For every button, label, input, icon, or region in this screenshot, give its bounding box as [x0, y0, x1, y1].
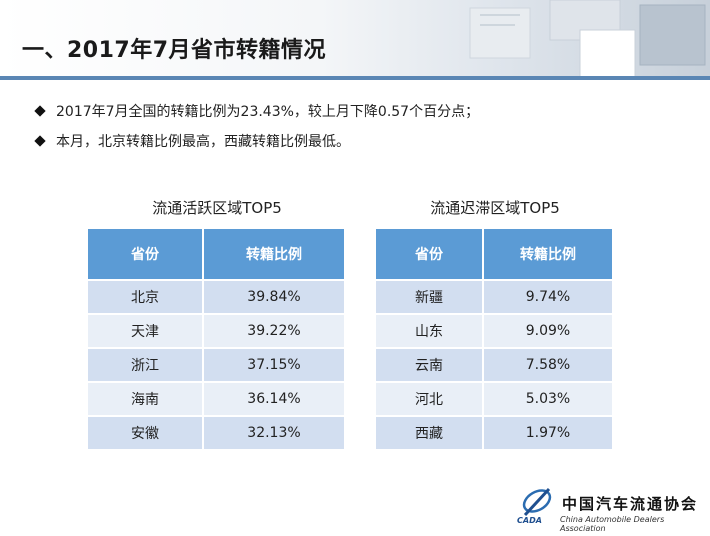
bullet-item: 2017年7月全国的转籍比例为23.43%，较上月下降0.57个百分点；	[34, 96, 480, 126]
ratio-cell: 1.97%	[483, 415, 614, 449]
stagnant-table-title: 流通迟滞区域TOP5	[430, 199, 560, 217]
table-header-row: 省份 转籍比例	[376, 229, 614, 280]
column-header-province: 省份	[376, 229, 484, 280]
table-row: 云南 7.58%	[376, 347, 614, 382]
table-row: 天津 39.22%	[88, 313, 346, 348]
ratio-cell: 36.14%	[203, 381, 346, 416]
decorative-cubes-image	[469, 0, 706, 78]
ratio-cell: 39.84%	[203, 279, 346, 314]
province-cell: 北京	[88, 279, 204, 314]
ratio-cell: 39.22%	[203, 313, 346, 348]
ratio-cell: 32.13%	[203, 415, 346, 449]
cada-logo-icon: CADA	[517, 487, 552, 525]
header-accent-bar	[0, 76, 710, 80]
ratio-cell: 7.58%	[483, 347, 614, 382]
province-cell: 云南	[376, 347, 484, 382]
logo-text: CADA	[517, 516, 542, 525]
stagnant-region-table: 省份 转籍比例 新疆 9.74% 山东 9.09% 云南 7.58% 河北 5.…	[376, 229, 614, 449]
ratio-cell: 9.09%	[483, 313, 614, 348]
table-header-row: 省份 转籍比例	[88, 229, 346, 280]
slide-header: 一、2017年7月省市转籍情况	[0, 0, 710, 78]
province-cell: 新疆	[376, 279, 484, 314]
province-cell: 浙江	[88, 347, 204, 382]
org-name-english: China Automobile Dealers Association	[560, 515, 665, 533]
page-title: 一、2017年7月省市转籍情况	[22, 38, 327, 63]
table-row: 海南 36.14%	[88, 381, 346, 416]
table-row: 新疆 9.74%	[376, 279, 614, 314]
bullet-text: 2017年7月全国的转籍比例为23.43%，较上月下降0.57个百分点；	[56, 104, 480, 120]
province-cell: 海南	[88, 381, 204, 416]
table-row: 浙江 37.15%	[88, 347, 346, 382]
table-row: 安徽 32.13%	[88, 415, 346, 449]
province-cell: 安徽	[88, 415, 204, 449]
table-row: 北京 39.84%	[88, 279, 346, 314]
org-name: 中国汽车流通协会	[562, 495, 699, 513]
bullet-list: 2017年7月全国的转籍比例为23.43%，较上月下降0.57个百分点； 本月，…	[34, 96, 480, 156]
diamond-bullet-icon	[34, 135, 46, 147]
column-header-province: 省份	[88, 229, 204, 280]
table-row: 山东 9.09%	[376, 313, 614, 348]
active-region-table: 省份 转籍比例 北京 39.84% 天津 39.22% 浙江 37.15% 海南…	[88, 229, 346, 449]
column-header-ratio: 转籍比例	[483, 229, 614, 280]
ratio-cell: 5.03%	[483, 381, 614, 416]
province-cell: 西藏	[376, 415, 484, 449]
province-cell: 山东	[376, 313, 484, 348]
province-cell: 河北	[376, 381, 484, 416]
column-header-ratio: 转籍比例	[203, 229, 346, 280]
bullet-item: 本月，北京转籍比例最高，西藏转籍比例最低。	[34, 126, 479, 156]
ratio-cell: 9.74%	[483, 279, 614, 314]
province-cell: 天津	[88, 313, 204, 348]
table-row: 河北 5.03%	[376, 381, 614, 416]
bullet-text: 本月，北京转籍比例最高，西藏转籍比例最低。	[56, 134, 350, 150]
table-row: 西藏 1.97%	[376, 415, 614, 449]
diamond-bullet-icon	[34, 105, 46, 117]
ratio-cell: 37.15%	[203, 347, 346, 382]
active-table-title: 流通活跃区域TOP5	[152, 199, 282, 217]
